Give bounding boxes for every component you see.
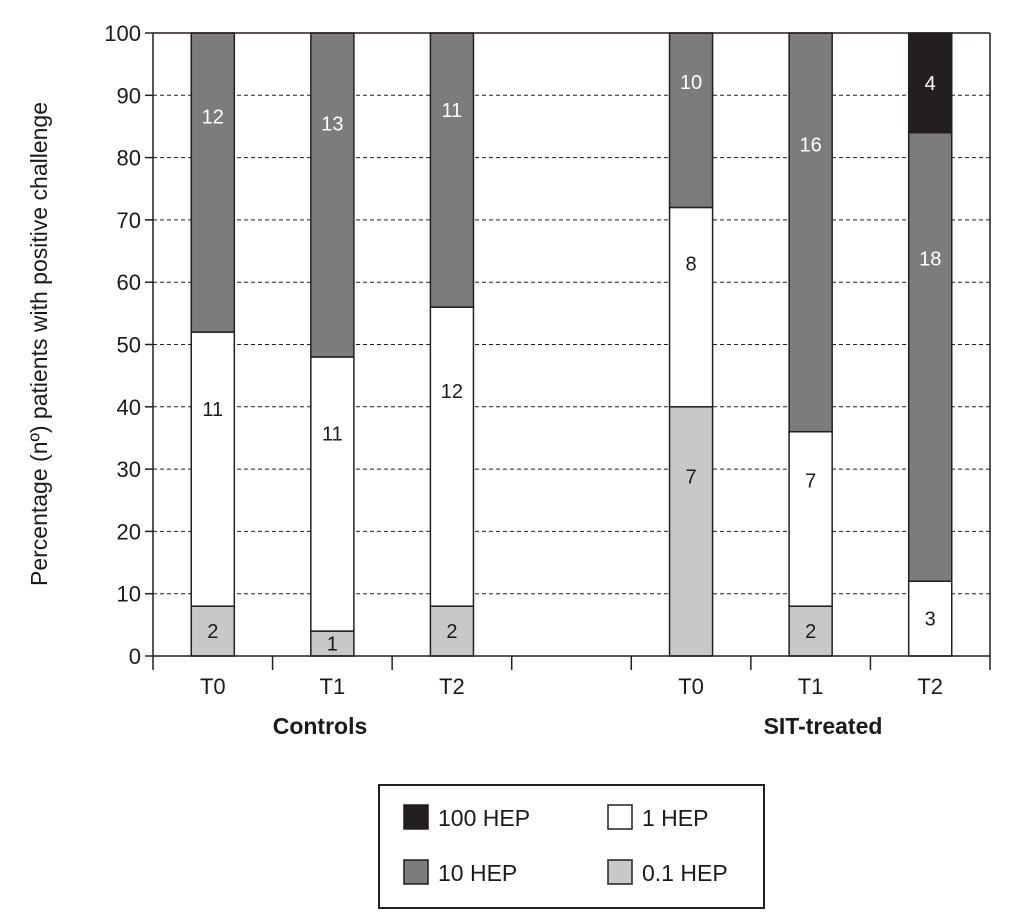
bar-segment (788, 430, 833, 607)
bar-segment (788, 605, 833, 657)
bar-segment (788, 32, 833, 433)
bar-segment-label: 4 (925, 73, 936, 95)
y-axis-label: Percentage (nº) patients with positive c… (26, 102, 52, 586)
bar-segment-label: 16 (800, 135, 822, 157)
group-label-controls: Controls (273, 713, 368, 739)
axes: 0 10 20 30 40 50 60 70 80 90 100 T0 T1 T2 T0 T1 T2 (104, 21, 991, 699)
legend-label: 1 HEP (642, 805, 708, 831)
y-tick-label: 100 (104, 21, 141, 46)
bar-segment-label: 10 (680, 72, 702, 94)
bar-segment-label: 18 (919, 248, 941, 270)
bar-segment-label: 3 (925, 609, 936, 631)
group-label-sit-treated: SIT-treated (764, 713, 883, 739)
bar-segment (310, 32, 355, 358)
bar-segment-label: 8 (686, 253, 697, 275)
y-tick-label: 40 (117, 395, 141, 420)
legend-label: 100 HEP (438, 805, 530, 831)
bar-segment-label: 1 (327, 634, 338, 656)
legend-swatch (607, 859, 633, 885)
bar-segment-label: 12 (202, 107, 224, 129)
legend-swatch (403, 859, 429, 885)
y-tick-label: 80 (117, 146, 141, 171)
bar-segment (668, 406, 714, 657)
x-tick-label: T0 (678, 674, 704, 699)
bar-segment (310, 356, 355, 632)
x-tick-label: T1 (320, 674, 346, 699)
bar-segment (668, 32, 714, 209)
bar-segment (190, 331, 236, 607)
legend: 100 HEP 1 HEP 10 HEP 0.1 HEP (378, 784, 765, 909)
y-tick-label: 10 (117, 582, 141, 607)
bar-segment (429, 32, 475, 308)
legend-swatch (607, 804, 633, 830)
x-tick-label: T2 (439, 674, 465, 699)
legend-label: 0.1 HEP (642, 860, 728, 886)
bar-segment (668, 206, 714, 408)
bar-segment-label: 2 (805, 621, 816, 643)
bar-segment-label: 11 (322, 424, 343, 446)
bar-segment-label: 12 (441, 381, 463, 403)
y-tick-label: 60 (117, 270, 141, 295)
y-tick-label: 20 (117, 519, 141, 544)
bar-segment-label: 7 (686, 467, 697, 489)
x-tick-label: T1 (798, 674, 824, 699)
legend-frame (378, 784, 765, 909)
y-tick-label: 90 (117, 83, 141, 108)
bar-segment-label: 11 (442, 100, 463, 122)
bar-segment-label: 11 (202, 399, 223, 421)
bar-segment (907, 131, 953, 582)
bar-segment (190, 32, 236, 333)
gridlines (153, 94, 990, 595)
x-tick-label: T0 (200, 674, 226, 699)
y-tick-label: 30 (117, 457, 141, 482)
x-tick-label: T2 (917, 674, 943, 699)
bar-segment-label: 2 (446, 621, 457, 643)
bar-segment-label: 2 (207, 621, 218, 643)
y-tick-label: 50 (117, 333, 141, 358)
bar-segment-label: 13 (321, 114, 343, 136)
legend-label: 10 HEP (438, 860, 517, 886)
bar-segment (907, 32, 953, 134)
bar-segment (429, 306, 475, 607)
legend-swatch (403, 804, 429, 830)
y-tick-label: 70 (117, 208, 141, 233)
bar-segment (190, 605, 236, 657)
bar-segment-label: 7 (805, 471, 816, 493)
y-tick-label: 0 (129, 644, 141, 669)
